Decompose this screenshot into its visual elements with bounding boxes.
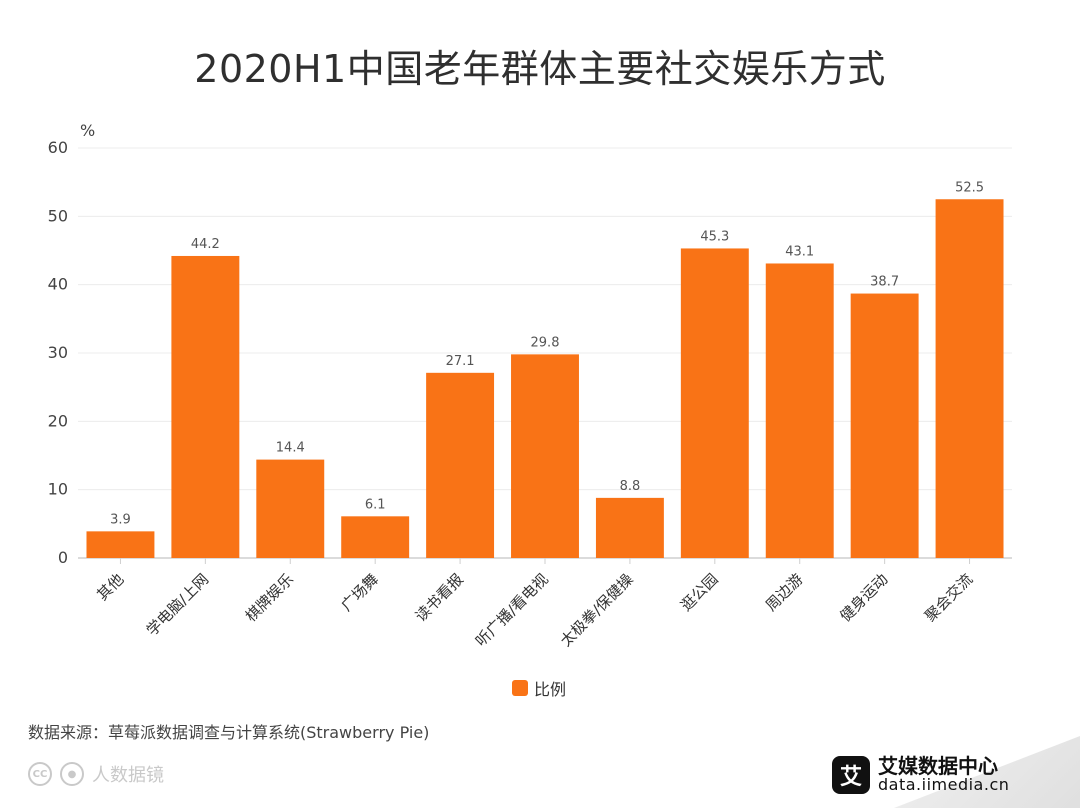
y-tick-label: 40 (48, 275, 68, 294)
x-category-label: 其他 (93, 570, 127, 604)
bar-9[interactable] (850, 293, 919, 558)
bar-value-label: 45.3 (700, 229, 729, 244)
cc-icon: CC (28, 762, 52, 786)
bar-value-label: 44.2 (191, 237, 220, 252)
x-category-label: 健身运动 (836, 570, 891, 625)
x-category-label: 读书看报 (412, 570, 467, 625)
bar-value-label: 43.1 (785, 244, 814, 259)
bar-4[interactable] (426, 372, 495, 558)
person-icon: ● (60, 762, 84, 786)
bar-value-label: 29.8 (531, 335, 560, 350)
x-category-label: 棋牌娱乐 (242, 570, 297, 625)
x-category-label: 广场舞 (337, 570, 382, 615)
chart-container: % 0 10 20 30 40 50 60 3.9 其他 44.2 学电脑/上网 14.4 棋牌娱乐 6.1… (0, 110, 1080, 720)
y-axis-unit-label: % (80, 121, 95, 140)
bar-value-label: 27.1 (446, 354, 475, 369)
bar-6[interactable] (595, 497, 664, 558)
bar-7[interactable] (680, 248, 749, 558)
bar-10[interactable] (935, 199, 1004, 558)
bar-value-label: 38.7 (870, 275, 899, 290)
brand-watermark: 艾 艾媒数据中心 data.iimedia.cn (832, 752, 1062, 798)
brand-logo: 艾 (832, 756, 870, 794)
bar-1[interactable] (171, 255, 240, 558)
bar-value-label: 8.8 (620, 479, 641, 494)
legend[interactable]: 比例 (512, 676, 566, 700)
x-category-label: 听广播/看电视 (472, 570, 552, 650)
x-category-label: 太极拳/保健操 (557, 570, 637, 650)
y-tick-label: 10 (48, 480, 68, 499)
bar-value-label: 6.1 (365, 497, 386, 512)
bar-2[interactable] (256, 459, 325, 558)
brand-url: data.iimedia.cn (878, 775, 1010, 795)
y-tick-label: 0 (58, 548, 68, 567)
watermark-left: CC ● 人数据镜 (28, 761, 164, 787)
bar-8[interactable] (765, 263, 834, 558)
x-category-label: 周边游 (762, 570, 807, 615)
brand-text: 艾媒数据中心 data.iimedia.cn (878, 756, 1009, 794)
source-note: 数据来源：草莓派数据调查与计算系统(Strawberry Pie) (28, 723, 430, 742)
bar-chart: % 0 10 20 30 40 50 60 3.9 其他 44.2 学电脑/上网 14.4 棋牌娱乐 6.1… (48, 121, 1012, 650)
bar-value-label: 14.4 (276, 441, 305, 456)
y-tick-label: 50 (48, 206, 68, 225)
chart-title: 2020H1中国老年群体主要社交娱乐方式 (194, 47, 886, 91)
legend-label: 比例 (534, 680, 567, 699)
x-category-label: 逛公园 (677, 570, 722, 615)
bar-value-label: 3.9 (110, 512, 131, 527)
x-category-label: 学电脑/上网 (143, 570, 212, 639)
y-tick-label: 20 (48, 411, 68, 430)
watermark-left-text: 人数据镜 (92, 765, 164, 786)
x-category-label: 聚会交流 (921, 570, 976, 625)
y-tick-label: 30 (48, 343, 68, 362)
bar-5[interactable] (511, 354, 579, 558)
brand-name: 艾媒数据中心 (878, 754, 998, 779)
bar-value-label: 52.5 (955, 180, 984, 195)
legend-swatch (512, 680, 528, 696)
bar-3[interactable] (341, 516, 410, 558)
y-tick-label: 60 (48, 138, 68, 157)
bar-0[interactable] (86, 531, 155, 558)
